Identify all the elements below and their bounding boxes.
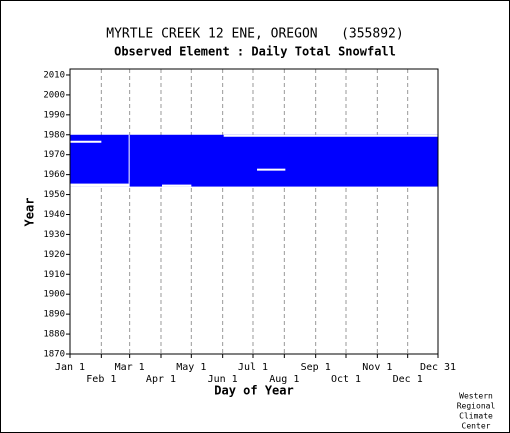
y-tick-label: 1960: [43, 170, 65, 180]
credit-line: Western: [459, 392, 493, 401]
x-tick-label: Nov 1: [362, 362, 392, 373]
y-tick-label: 1930: [43, 230, 65, 240]
chart-subtitle: Observed Element : Daily Total Snowfall: [114, 45, 396, 59]
gap-block: [70, 140, 102, 143]
y-tick-label: 1870: [43, 350, 65, 360]
y-tick-label: 1920: [43, 250, 65, 260]
y-tick-label: 1950: [43, 190, 65, 200]
y-tick-label: 1980: [43, 130, 65, 140]
plot-border: [69, 68, 439, 355]
x-axis-label: Day of Year: [214, 384, 293, 398]
y-tick-label: 1910: [43, 270, 65, 280]
gap-block: [70, 183, 130, 187]
x-tick-label: Feb 1: [86, 374, 116, 385]
record-block: [70, 134, 438, 187]
x-tick-label: Jul 1: [238, 362, 268, 373]
gap-block: [223, 134, 438, 137]
y-tick-label: 1970: [43, 150, 65, 160]
y-tick-label: 1900: [43, 290, 65, 300]
gap-block: [128, 134, 130, 184]
y-tick-label: 1990: [43, 110, 65, 120]
y-tick-label: 1940: [43, 210, 65, 220]
y-tick-label: 2010: [43, 70, 65, 80]
x-tick-label: Sep 1: [301, 362, 331, 373]
credit-line: Regional: [457, 402, 496, 411]
x-tick-label: May 1: [176, 362, 206, 373]
chart-title: MYRTLE CREEK 12 ENE, OREGON (355892): [106, 27, 403, 42]
x-tick-label: Oct 1: [331, 374, 361, 385]
y-tick-label: 2000: [43, 90, 65, 100]
x-tick-label: Dec 1: [393, 374, 423, 385]
y-tick-label: 1890: [43, 310, 65, 320]
credit-line: Center: [462, 422, 491, 431]
x-tick-label: Jan 1: [55, 362, 85, 373]
x-tick-label: Aug 1: [269, 374, 299, 385]
credit-line: Climate: [459, 412, 493, 421]
y-tick-label: 1880: [43, 330, 65, 340]
x-tick-label: Dec 31: [420, 362, 456, 373]
x-tick-label: Apr 1: [146, 374, 176, 385]
gap-block: [257, 168, 286, 171]
x-tick-label: Mar 1: [115, 362, 145, 373]
y-axis-label: Year: [23, 198, 37, 227]
gap-block: [162, 184, 192, 187]
x-tick-label: Jun 1: [208, 374, 238, 385]
